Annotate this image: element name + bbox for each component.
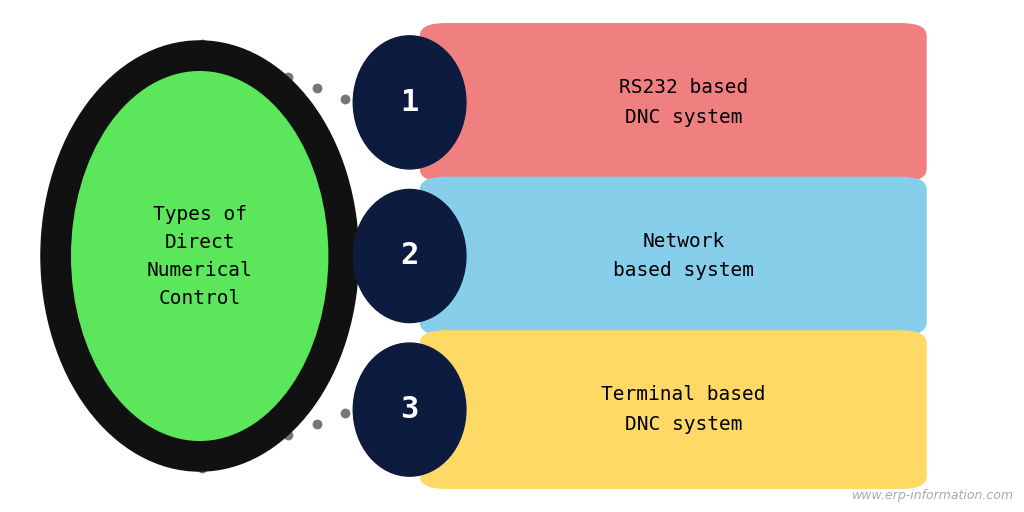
Point [104,252,121,260]
Point [330,252,346,260]
Point [223,51,240,59]
Point [273,252,290,260]
Point [195,40,211,48]
Point [48,252,65,260]
FancyBboxPatch shape [420,23,927,182]
Point [280,431,296,439]
Text: 3: 3 [400,395,419,424]
Point [337,409,353,417]
Text: Types of
Direct
Numerical
Control: Types of Direct Numerical Control [146,204,253,308]
Ellipse shape [353,189,466,323]
Text: Terminal based
DNC system: Terminal based DNC system [601,386,766,434]
Point [217,252,233,260]
Text: 1: 1 [400,88,419,117]
Point [195,464,211,472]
Point [251,442,267,450]
Point [308,84,325,92]
Text: RS232 based
DNC system: RS232 based DNC system [618,78,749,126]
Ellipse shape [41,41,358,471]
Ellipse shape [353,36,466,169]
Point [280,73,296,81]
Point [223,453,240,461]
Ellipse shape [72,72,328,440]
Text: Network
based system: Network based system [613,232,754,280]
Point [251,62,267,70]
Text: www.erp-information.com: www.erp-information.com [852,489,1014,502]
Point [161,252,177,260]
Point [308,420,325,428]
FancyBboxPatch shape [420,330,927,489]
Text: 2: 2 [400,242,419,270]
Ellipse shape [353,343,466,476]
Point [337,95,353,103]
FancyBboxPatch shape [420,177,927,335]
